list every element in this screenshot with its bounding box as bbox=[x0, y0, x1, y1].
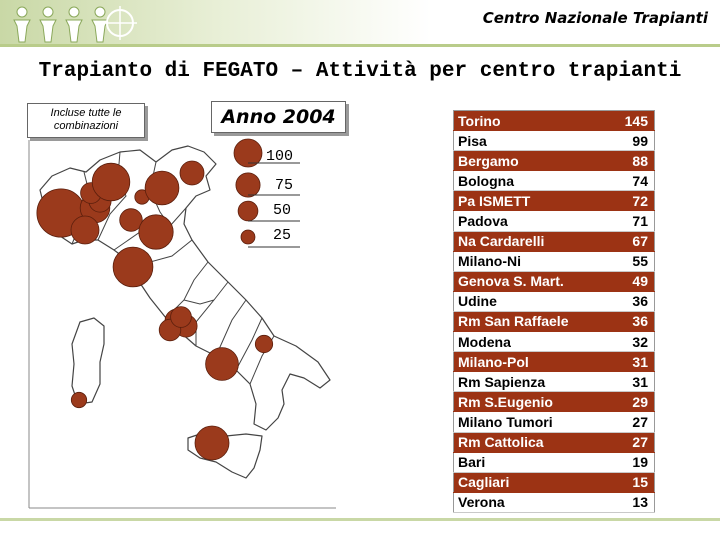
legend-label-50: 50 bbox=[273, 202, 292, 219]
table-row: Genova S. Mart. 49 bbox=[453, 271, 655, 292]
table-row: Pisa 99 bbox=[453, 130, 655, 152]
table-row: Padova 71 bbox=[453, 210, 655, 232]
center-name: Udine bbox=[453, 291, 576, 312]
table-row: Cagliari 15 bbox=[453, 472, 655, 493]
center-name: Pisa bbox=[453, 130, 576, 152]
header-divider bbox=[0, 44, 720, 47]
bubble-na-cardarelli bbox=[205, 347, 239, 381]
center-name: Rm San Raffaele bbox=[453, 311, 576, 333]
center-name: Cagliari bbox=[453, 472, 576, 493]
center-ranking-table: Torino 145 Pisa 99 Bergamo 88 Bologna 74 Pa ISME… bbox=[453, 110, 655, 513]
center-value: 29 bbox=[575, 391, 655, 413]
center-name: Milano-Ni bbox=[453, 251, 576, 272]
center-value: 36 bbox=[575, 311, 655, 333]
sardinia-outline bbox=[71, 317, 105, 405]
table-row: Bari 19 bbox=[453, 452, 655, 473]
bubble-bologna bbox=[138, 214, 174, 250]
table-row: Milano-Ni 55 bbox=[453, 251, 655, 272]
table-row: Bologna 74 bbox=[453, 170, 655, 192]
legend-label-100: 100 bbox=[266, 148, 294, 165]
center-name: Verona bbox=[453, 492, 576, 513]
table-row: Torino 145 bbox=[453, 110, 655, 132]
center-value: 49 bbox=[575, 271, 655, 292]
center-name: Rm Cattolica bbox=[453, 432, 576, 453]
table-row: Milano Tumori 27 bbox=[453, 411, 655, 433]
cnt-logo bbox=[13, 6, 137, 43]
center-value: 71 bbox=[575, 210, 655, 232]
combination-note: Incluse tutte le combinazioni bbox=[27, 103, 145, 138]
bubble-rm-cattolica bbox=[170, 306, 192, 328]
year-label: Anno 2004 bbox=[211, 101, 346, 133]
center-value: 99 bbox=[575, 130, 655, 152]
bubble-udine bbox=[179, 160, 205, 186]
center-name: Modena bbox=[453, 331, 576, 353]
center-name: Na Cardarelli bbox=[453, 231, 576, 252]
legend-label-75: 75 bbox=[275, 177, 294, 194]
center-name: Bergamo bbox=[453, 150, 576, 172]
legend-label-25: 25 bbox=[273, 227, 292, 244]
center-value: 55 bbox=[575, 251, 655, 272]
center-value: 67 bbox=[575, 231, 655, 252]
center-name: Torino bbox=[453, 110, 576, 132]
center-value: 36 bbox=[575, 291, 655, 312]
center-name: Genova S. Mart. bbox=[453, 271, 576, 292]
table-row: Pa ISMETT 72 bbox=[453, 190, 655, 212]
center-value: 15 bbox=[575, 472, 655, 493]
bubble-genova-s-mart- bbox=[70, 215, 100, 245]
center-name: Rm Sapienza bbox=[453, 371, 576, 393]
legend-bubble-25 bbox=[240, 229, 256, 245]
center-name: Milano Tumori bbox=[453, 411, 576, 433]
table-row: Rm San Raffaele 36 bbox=[453, 311, 655, 333]
bubble-bergamo bbox=[91, 162, 131, 202]
center-value: 72 bbox=[575, 190, 655, 212]
city-bubbles bbox=[36, 160, 274, 461]
legend-bubble-75 bbox=[235, 172, 261, 198]
legend-bubbles bbox=[233, 138, 300, 248]
center-value: 32 bbox=[575, 331, 655, 353]
center-value: 88 bbox=[575, 150, 655, 172]
table-row: Rm Sapienza 31 bbox=[453, 371, 655, 393]
center-name: Milano-Pol bbox=[453, 351, 576, 373]
bubble-padova bbox=[144, 170, 180, 206]
bubble-pisa bbox=[112, 246, 154, 288]
center-value: 27 bbox=[575, 432, 655, 453]
center-name: Pa ISMETT bbox=[453, 190, 576, 212]
center-name: Bari bbox=[453, 452, 576, 473]
table-row: Milano-Pol 31 bbox=[453, 351, 655, 373]
bubble-cagliari bbox=[70, 391, 88, 409]
center-value: 74 bbox=[575, 170, 655, 192]
bubble-pa-ismett bbox=[194, 425, 230, 461]
page-title: Trapianto di FEGATO – Attività per centr… bbox=[38, 60, 682, 83]
center-name: Rm S.Eugenio bbox=[453, 391, 576, 413]
table-row: Na Cardarelli 67 bbox=[453, 231, 655, 252]
legend-bubble-50 bbox=[237, 200, 259, 222]
table-row: Rm S.Eugenio 29 bbox=[453, 391, 655, 413]
center-value: 19 bbox=[575, 452, 655, 473]
footer-divider bbox=[0, 518, 720, 521]
center-value: 13 bbox=[575, 492, 655, 513]
table-row: Modena 32 bbox=[453, 331, 655, 353]
table-row: Udine 36 bbox=[453, 291, 655, 312]
bubble-modena bbox=[119, 208, 143, 232]
brand-title: Centro Nazionale Trapianti bbox=[482, 9, 708, 27]
bubble-bari bbox=[254, 334, 274, 354]
table-row: Rm Cattolica 27 bbox=[453, 432, 655, 453]
center-name: Padova bbox=[453, 210, 576, 232]
table-row: Bergamo 88 bbox=[453, 150, 655, 172]
center-value: 145 bbox=[575, 110, 655, 132]
center-value: 27 bbox=[575, 411, 655, 433]
center-value: 31 bbox=[575, 351, 655, 373]
center-value: 31 bbox=[575, 371, 655, 393]
table-row: Verona 13 bbox=[453, 492, 655, 513]
legend-bubble-100 bbox=[233, 138, 263, 168]
center-name: Bologna bbox=[453, 170, 576, 192]
